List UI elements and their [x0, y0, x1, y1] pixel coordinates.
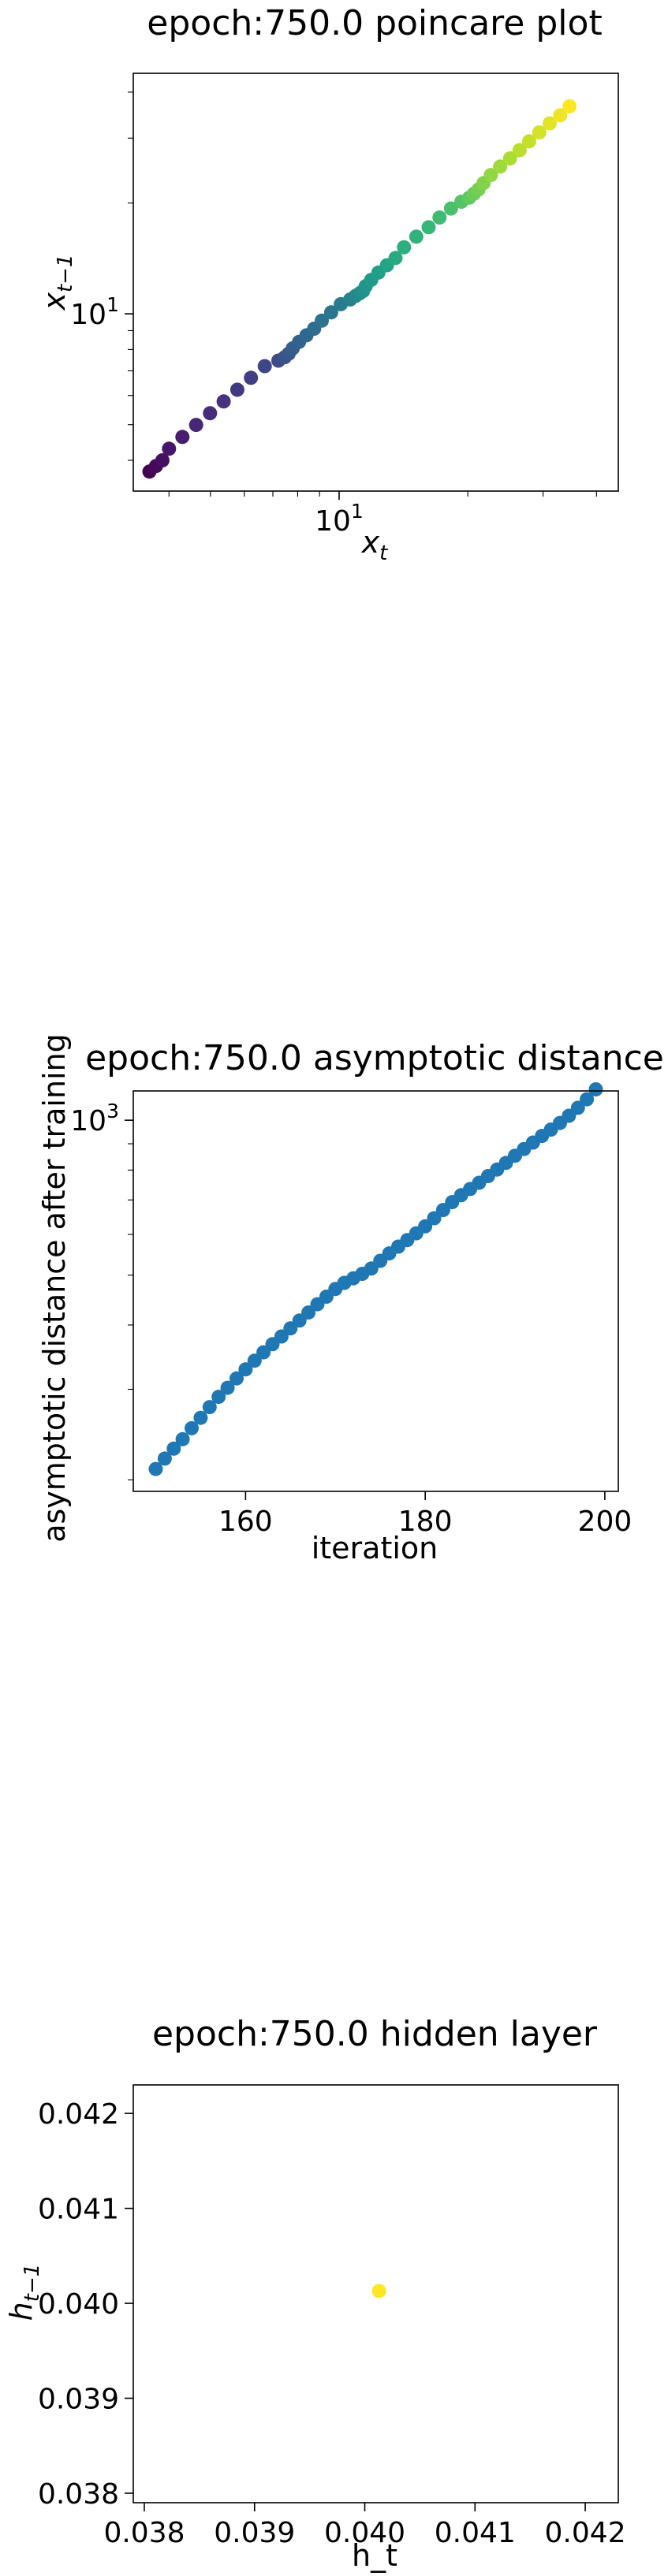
- data-point: [175, 430, 190, 445]
- data-point: [570, 1100, 585, 1115]
- data-point: [175, 1431, 190, 1446]
- poincare-xlabel: xt: [361, 525, 389, 565]
- data-point: [315, 313, 329, 328]
- y-tick-label: 0.041: [38, 2194, 119, 2226]
- data-point: [257, 359, 272, 374]
- data-point: [588, 1082, 603, 1096]
- data-point: [397, 240, 412, 255]
- y-tick-label: 101: [70, 293, 119, 331]
- poincare-title: epoch:750.0 poincare plot: [147, 3, 602, 43]
- y-tick-label: 0.039: [38, 2384, 119, 2416]
- hidden-layer-chart: epoch:750.0 hidden layer 0.038 0.039 0.040…: [4, 2014, 626, 2573]
- data-point: [230, 382, 244, 397]
- data-point: [244, 370, 259, 385]
- poincare-chart: epoch:750.0 poincare plot 101 101 xt xt−1: [37, 3, 619, 565]
- poincare-axes: 101 101: [70, 91, 597, 538]
- data-point: [157, 1451, 172, 1466]
- x-tick-label: 180: [398, 1506, 453, 1538]
- asymptotic-ylabel: asymptotic distance after training: [37, 1033, 72, 1543]
- poincare-points: [142, 99, 577, 479]
- poincare-frame: [132, 73, 619, 492]
- hidden-layer-ylabel: ht−1: [4, 2264, 44, 2321]
- y-tick-label: 0.042: [38, 2098, 119, 2131]
- y-tick-label: 0.038: [38, 2478, 119, 2511]
- data-point: [185, 1420, 199, 1435]
- y-tick-label: 103: [70, 1100, 119, 1137]
- data-point: [409, 229, 424, 244]
- asymptotic-distance-chart: epoch:750.0 asymptotic distance 160 180 20…: [37, 1033, 664, 1565]
- x-tick-label: 0.039: [214, 2517, 295, 2549]
- data-point: [148, 1461, 163, 1476]
- data-point: [274, 1329, 289, 1344]
- data-point: [256, 1345, 271, 1360]
- x-tick-label: 0.041: [435, 2517, 516, 2549]
- asymptotic-points: [148, 1082, 603, 1476]
- data-point: [483, 168, 498, 183]
- data-point: [418, 1219, 433, 1234]
- data-point: [521, 134, 536, 149]
- hidden-layer-axes: 0.038 0.039 0.040 0.041 0.042 0.038 0.039 0.040…: [38, 2098, 626, 2549]
- asymptotic-frame: [132, 1090, 619, 1492]
- data-point: [193, 1410, 208, 1425]
- x-tick-label: 200: [578, 1506, 633, 1538]
- data-point: [216, 394, 231, 409]
- x-tick-label: 0.038: [103, 2517, 185, 2549]
- data-point: [443, 201, 458, 216]
- data-point: [388, 251, 403, 266]
- data-point: [493, 159, 508, 174]
- data-point: [301, 1305, 316, 1320]
- data-point: [532, 125, 547, 140]
- data-point: [562, 99, 577, 114]
- data-point: [203, 406, 218, 421]
- data-point: [512, 143, 527, 158]
- data-point: [543, 116, 557, 131]
- x-tick-label: 101: [315, 500, 364, 538]
- data-point: [166, 1441, 181, 1456]
- asymptotic-title: epoch:750.0 asymptotic distance: [85, 1038, 664, 1078]
- asymptotic-axes: 160 180 200 103: [70, 1100, 632, 1538]
- data-point: [427, 1211, 442, 1226]
- data-point: [230, 1371, 244, 1386]
- data-point: [211, 1390, 226, 1405]
- data-point: [432, 210, 447, 225]
- data-point: [553, 108, 568, 123]
- data-point: [371, 2284, 386, 2299]
- data-point: [162, 441, 177, 456]
- data-point: [421, 220, 436, 235]
- data-point: [323, 305, 338, 320]
- poincare-ylabel: xt−1: [37, 254, 77, 311]
- hidden-layer-title: epoch:750.0 hidden layer: [152, 2014, 598, 2054]
- y-tick-label: 0.040: [38, 2288, 119, 2321]
- data-point: [238, 1362, 253, 1377]
- hidden-layer-xlabel: h_t: [352, 2538, 397, 2573]
- data-point: [247, 1353, 262, 1368]
- data-point: [502, 151, 517, 166]
- data-point: [220, 1380, 235, 1395]
- data-point: [202, 1400, 217, 1415]
- x-tick-label: 0.040: [324, 2517, 405, 2549]
- hidden-layer-frame: [132, 2084, 619, 2503]
- data-point: [188, 418, 203, 433]
- asymptotic-xlabel: iteration: [312, 1531, 438, 1565]
- hidden-layer-points: [371, 2284, 386, 2299]
- data-point: [155, 453, 170, 467]
- x-tick-label: 0.042: [545, 2517, 626, 2549]
- x-tick-label: 160: [218, 1506, 273, 1538]
- data-point: [580, 1092, 595, 1107]
